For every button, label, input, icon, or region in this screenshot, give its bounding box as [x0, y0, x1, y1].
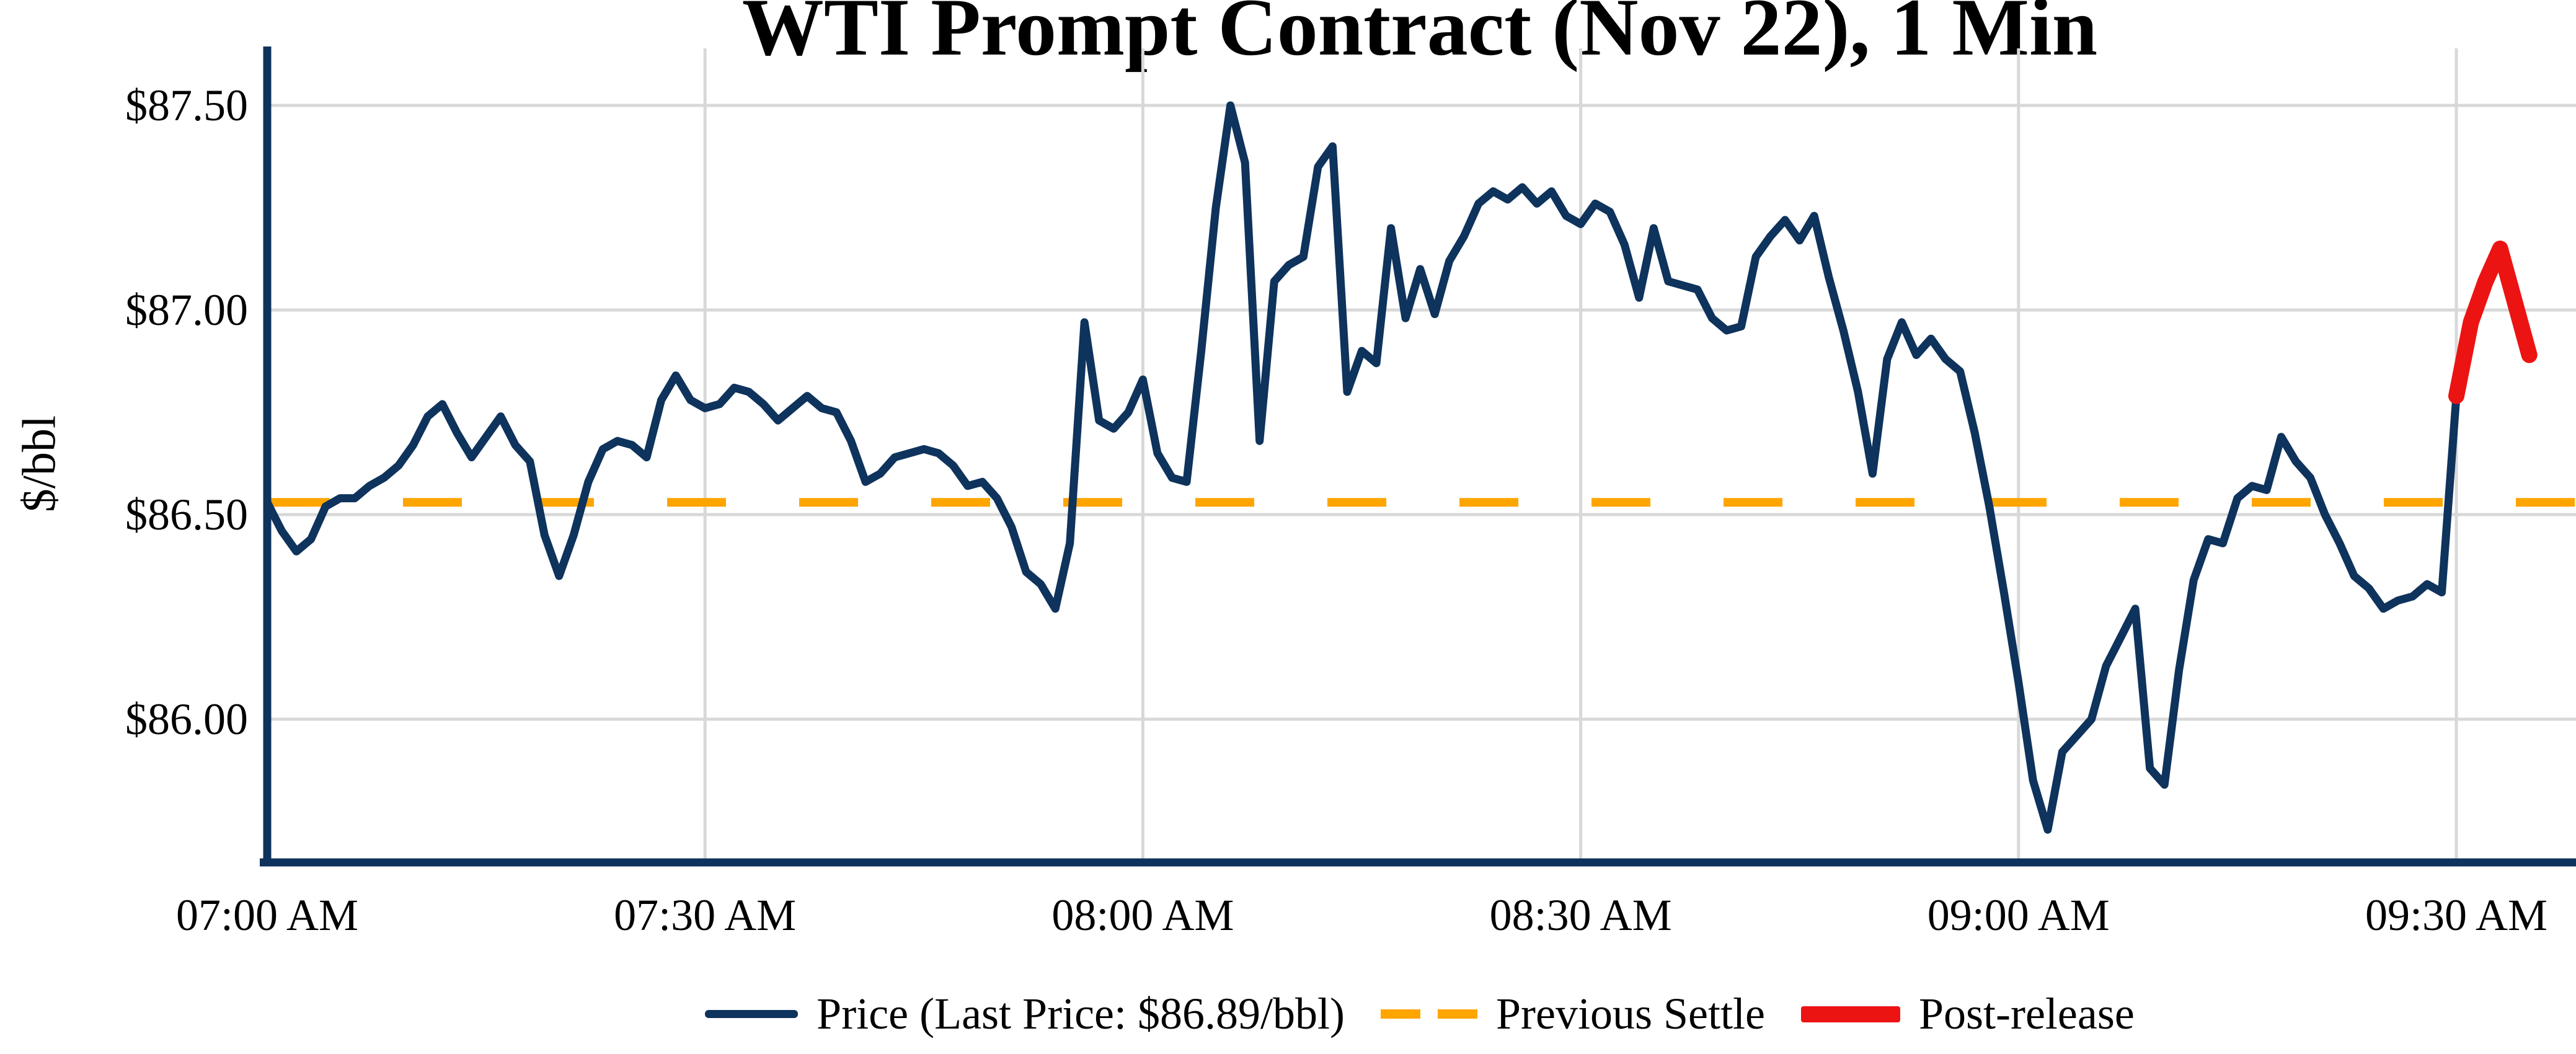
x-tick-label: 08:30 AM: [1489, 890, 1672, 940]
legend-settle-label: Previous Settle: [1495, 989, 1765, 1038]
post-release-swatch: [1800, 1006, 1900, 1022]
legend-price-label: Price (Last Price: $86.89/bbl): [817, 989, 1345, 1038]
y-tick-label: $87.00: [125, 285, 248, 335]
legend: Price (Last Price: $86.89/bbl) Previous …: [263, 978, 2576, 1050]
y-tick-label: $86.50: [125, 490, 248, 539]
x-tick-label: 09:30 AM: [2365, 890, 2548, 940]
legend-item-price: Price (Last Price: $86.89/bbl): [705, 988, 1345, 1040]
legend-item-post: Post-release: [1800, 988, 2135, 1040]
price-line-swatch: [705, 1010, 799, 1018]
y-tick-label: $87.50: [125, 81, 248, 130]
chart-title: WTI Prompt Contract (Nov 22), 1 Min: [741, 0, 2098, 73]
y-tick-label: $86.00: [125, 694, 248, 744]
x-tick-label: 08:00 AM: [1051, 890, 1234, 940]
legend-item-settle: Previous Settle: [1380, 988, 1765, 1040]
price-line: [263, 101, 2461, 834]
legend-post-label: Post-release: [1918, 989, 2135, 1038]
x-tick-label: 07:30 AM: [614, 890, 797, 940]
x-tick-label: 07:00 AM: [175, 890, 359, 940]
post-release-line: [2448, 241, 2538, 404]
settle-line-swatch: [1380, 1009, 1477, 1019]
x-tick-label: 09:00 AM: [1927, 890, 2110, 940]
